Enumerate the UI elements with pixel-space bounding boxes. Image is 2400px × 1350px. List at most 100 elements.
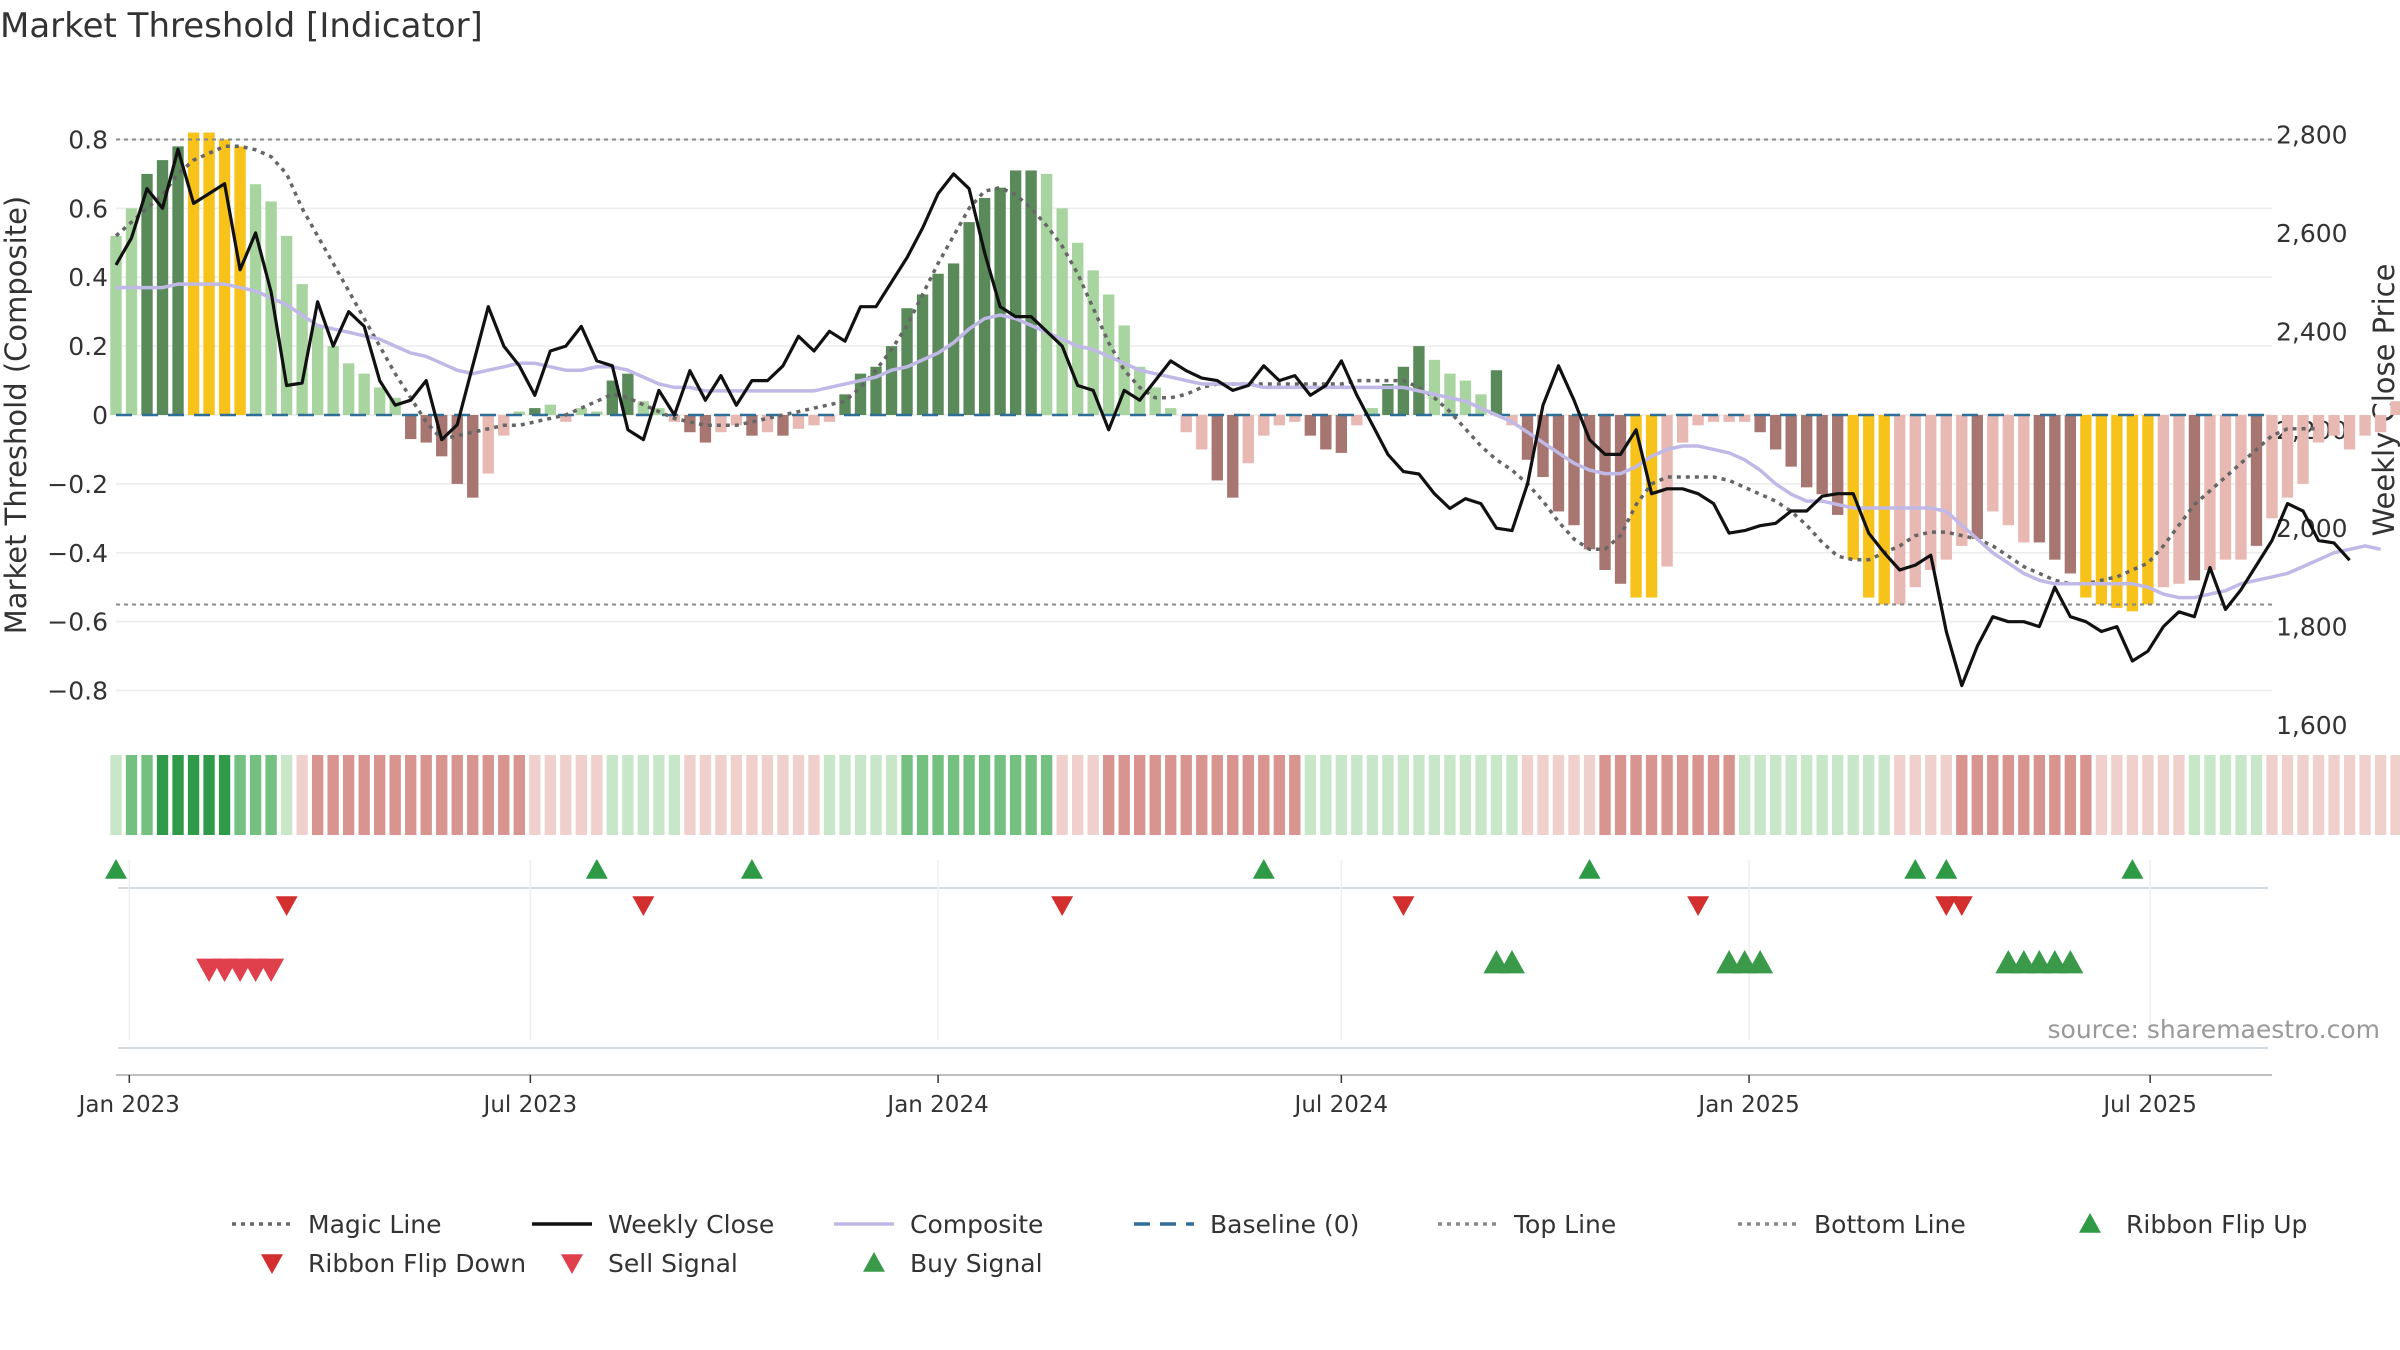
ribbon-cell bbox=[916, 755, 929, 835]
ribbon-cell bbox=[1676, 755, 1689, 835]
ribbon-cell bbox=[622, 755, 634, 835]
ribbon-cell bbox=[156, 755, 169, 835]
ribbon-cell bbox=[1211, 755, 1223, 835]
ribbon-flip-down-marker bbox=[275, 896, 298, 916]
legend-marker-up bbox=[2079, 1213, 2101, 1233]
composite-bar bbox=[1071, 242, 1084, 415]
ribbon-cell bbox=[839, 755, 851, 835]
composite-bar bbox=[1180, 415, 1192, 433]
ribbon-cell bbox=[1723, 755, 1735, 835]
composite-bar bbox=[1521, 415, 1534, 460]
ribbon-cell bbox=[1056, 755, 1068, 835]
composite-bar bbox=[2297, 415, 2309, 484]
composite-bar bbox=[482, 415, 494, 474]
composite-bar bbox=[1583, 415, 1596, 550]
ribbon-cell bbox=[1940, 755, 1952, 835]
ribbon-cell bbox=[994, 755, 1006, 835]
ribbon-cell bbox=[311, 755, 324, 835]
ribbon-cell bbox=[808, 755, 820, 835]
legend-label: Weekly Close bbox=[608, 1210, 774, 1239]
composite-bar bbox=[296, 284, 308, 415]
composite-bar bbox=[1847, 415, 1859, 560]
ribbon-cell bbox=[420, 755, 432, 835]
composite-bar bbox=[1335, 415, 1348, 453]
ribbon-cell bbox=[1134, 755, 1146, 835]
ribbon-cell bbox=[358, 755, 370, 835]
composite-bar bbox=[141, 173, 153, 415]
ribbon-cell bbox=[1801, 755, 1813, 835]
composite-bar bbox=[1118, 325, 1130, 415]
ribbon-cell bbox=[389, 755, 401, 835]
composite-bar bbox=[187, 132, 200, 416]
composite-bar bbox=[606, 380, 619, 415]
composite-bar bbox=[2018, 415, 2030, 543]
ribbon-cell bbox=[2126, 755, 2139, 835]
ribbon-cell bbox=[653, 755, 665, 835]
chart-title: Market Threshold [Indicator] bbox=[0, 6, 483, 46]
ribbon-cell bbox=[1630, 755, 1642, 835]
ribbon-flip-down-marker bbox=[632, 896, 655, 916]
composite-bar bbox=[854, 373, 867, 415]
composite-bar bbox=[1320, 415, 1332, 450]
ribbon-cell bbox=[1227, 755, 1239, 835]
composite-bar bbox=[1040, 173, 1053, 415]
composite-bar bbox=[978, 198, 991, 415]
composite-bar bbox=[1630, 415, 1642, 598]
ribbon-cell bbox=[2018, 755, 2030, 835]
x-tick-label: Jul 2025 bbox=[2101, 1092, 2197, 1118]
legend-item: Weekly Close bbox=[532, 1210, 774, 1239]
ribbon-cell bbox=[1754, 755, 1766, 835]
legend-marker-down bbox=[261, 1254, 283, 1274]
ribbon-cell bbox=[2359, 755, 2371, 835]
legend-label: Composite bbox=[910, 1210, 1043, 1239]
buy-signal-marker bbox=[1747, 950, 1774, 974]
ribbon-flip-up-marker bbox=[1578, 859, 1601, 879]
composite-bar bbox=[2312, 415, 2325, 443]
composite-bar bbox=[2359, 415, 2371, 436]
ribbon-cell bbox=[327, 755, 339, 835]
ribbon-cell bbox=[854, 755, 867, 835]
ribbon-cell bbox=[1149, 755, 1161, 835]
ribbon-flip-up-marker bbox=[740, 859, 763, 879]
composite-bar bbox=[1149, 387, 1161, 415]
composite-bar bbox=[1056, 208, 1068, 415]
composite-bar bbox=[420, 415, 432, 443]
ribbon-cell bbox=[1366, 755, 1379, 835]
y-tick-label: 0.2 bbox=[68, 332, 108, 361]
ribbon-cell bbox=[1196, 755, 1208, 835]
ribbon-cell bbox=[591, 755, 603, 835]
composite-bar bbox=[1382, 384, 1394, 415]
ribbon-cell bbox=[901, 755, 913, 835]
composite-bar bbox=[777, 415, 789, 436]
ribbon-cell bbox=[637, 755, 650, 835]
composite-bar bbox=[2157, 415, 2170, 588]
composite-bar bbox=[2095, 415, 2108, 605]
composite-bar bbox=[2390, 401, 2400, 415]
ribbon-cell bbox=[963, 755, 975, 835]
composite-bar bbox=[311, 325, 324, 415]
composite-bar bbox=[2266, 415, 2278, 519]
composite-bar bbox=[916, 294, 929, 415]
composite-bar bbox=[1289, 415, 1301, 422]
composite-bar bbox=[405, 415, 417, 440]
ribbon-cell bbox=[1180, 755, 1192, 835]
ribbon-cell bbox=[374, 755, 386, 835]
ribbon-cell bbox=[1692, 755, 1704, 835]
ribbon-cell bbox=[451, 755, 463, 835]
ribbon-cell bbox=[1661, 755, 1673, 835]
composite-bar bbox=[1661, 415, 1673, 567]
composite-bar bbox=[1258, 415, 1270, 436]
composite-bar bbox=[560, 415, 572, 422]
ribbon-flip-up-marker bbox=[1904, 859, 1927, 879]
y2-tick-label: 2,600 bbox=[2276, 219, 2348, 248]
composite-bar bbox=[1987, 415, 1999, 512]
composite-bar bbox=[1552, 415, 1565, 512]
legend-label: Ribbon Flip Down bbox=[308, 1249, 526, 1278]
y-tick-label: −0.4 bbox=[47, 539, 108, 568]
ribbon-cell bbox=[1506, 755, 1518, 835]
ribbon-cell bbox=[1165, 755, 1177, 835]
ribbon-cell bbox=[172, 755, 184, 835]
composite-bar bbox=[1025, 170, 1037, 415]
composite-bar bbox=[839, 394, 851, 415]
ribbon-cell bbox=[187, 755, 200, 835]
